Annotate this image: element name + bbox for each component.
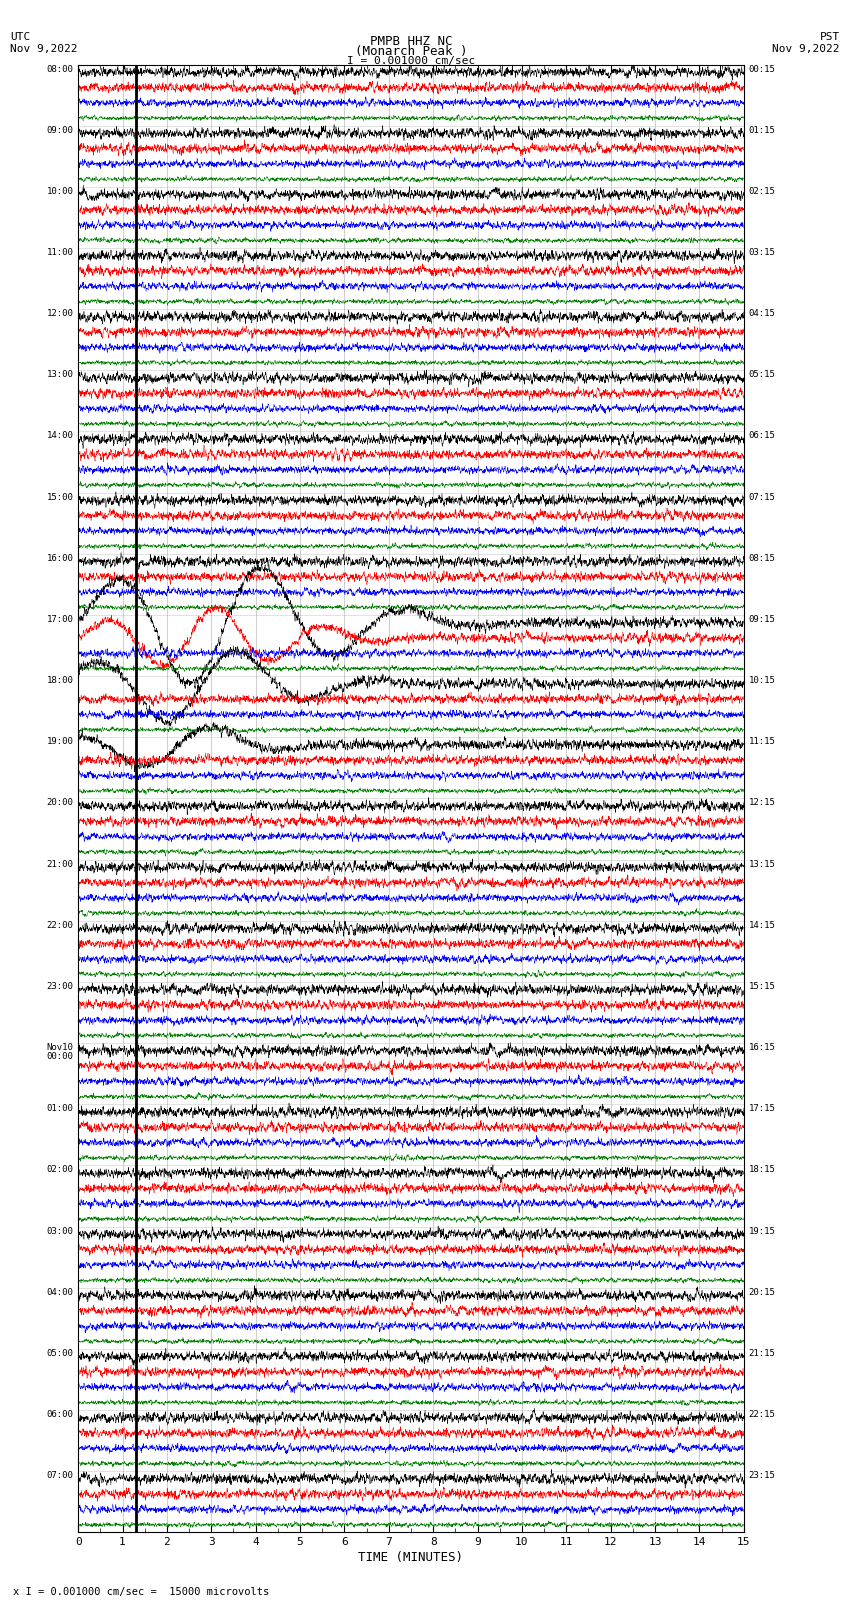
Text: Nov10
00:00: Nov10 00:00	[47, 1044, 74, 1061]
Text: 01:00: 01:00	[47, 1105, 74, 1113]
Text: 12:00: 12:00	[47, 310, 74, 318]
Text: 11:00: 11:00	[47, 248, 74, 256]
Text: 07:15: 07:15	[748, 492, 775, 502]
Text: 19:15: 19:15	[748, 1226, 775, 1236]
Text: 09:00: 09:00	[47, 126, 74, 134]
Text: 05:15: 05:15	[748, 371, 775, 379]
Text: 03:00: 03:00	[47, 1226, 74, 1236]
Text: 17:00: 17:00	[47, 615, 74, 624]
Text: 18:00: 18:00	[47, 676, 74, 686]
Text: 16:15: 16:15	[748, 1044, 775, 1052]
Text: 23:00: 23:00	[47, 982, 74, 990]
Text: 13:15: 13:15	[748, 860, 775, 868]
Text: 20:15: 20:15	[748, 1287, 775, 1297]
Text: 02:00: 02:00	[47, 1165, 74, 1174]
Text: 08:15: 08:15	[748, 553, 775, 563]
Text: 06:00: 06:00	[47, 1410, 74, 1419]
Text: Nov 9,2022: Nov 9,2022	[10, 44, 77, 53]
Text: (Monarch Peak ): (Monarch Peak )	[355, 45, 468, 58]
Text: 21:15: 21:15	[748, 1348, 775, 1358]
Text: 17:15: 17:15	[748, 1105, 775, 1113]
Text: 08:00: 08:00	[47, 65, 74, 74]
Text: 15:00: 15:00	[47, 492, 74, 502]
Text: Nov 9,2022: Nov 9,2022	[773, 44, 840, 53]
Text: 12:15: 12:15	[748, 798, 775, 808]
Text: 19:00: 19:00	[47, 737, 74, 747]
X-axis label: TIME (MINUTES): TIME (MINUTES)	[359, 1552, 463, 1565]
Text: 00:15: 00:15	[748, 65, 775, 74]
Text: 16:00: 16:00	[47, 553, 74, 563]
Text: 04:15: 04:15	[748, 310, 775, 318]
Text: 22:00: 22:00	[47, 921, 74, 929]
Text: 02:15: 02:15	[748, 187, 775, 195]
Text: 10:00: 10:00	[47, 187, 74, 195]
Text: 23:15: 23:15	[748, 1471, 775, 1481]
Text: I = 0.001000 cm/sec: I = 0.001000 cm/sec	[348, 56, 475, 66]
Text: 15:15: 15:15	[748, 982, 775, 990]
Text: PMPB HHZ NC: PMPB HHZ NC	[370, 35, 453, 48]
Text: UTC: UTC	[10, 32, 31, 42]
Text: 14:15: 14:15	[748, 921, 775, 929]
Text: 05:00: 05:00	[47, 1348, 74, 1358]
Text: 04:00: 04:00	[47, 1287, 74, 1297]
Text: 13:00: 13:00	[47, 371, 74, 379]
Text: 21:00: 21:00	[47, 860, 74, 868]
Text: 20:00: 20:00	[47, 798, 74, 808]
Text: 11:15: 11:15	[748, 737, 775, 747]
Text: 09:15: 09:15	[748, 615, 775, 624]
Text: 14:00: 14:00	[47, 431, 74, 440]
Text: 01:15: 01:15	[748, 126, 775, 134]
Text: 03:15: 03:15	[748, 248, 775, 256]
Text: x I = 0.001000 cm/sec =  15000 microvolts: x I = 0.001000 cm/sec = 15000 microvolts	[13, 1587, 269, 1597]
Text: 22:15: 22:15	[748, 1410, 775, 1419]
Text: 18:15: 18:15	[748, 1165, 775, 1174]
Text: 06:15: 06:15	[748, 431, 775, 440]
Text: PST: PST	[819, 32, 840, 42]
Text: 07:00: 07:00	[47, 1471, 74, 1481]
Text: 10:15: 10:15	[748, 676, 775, 686]
